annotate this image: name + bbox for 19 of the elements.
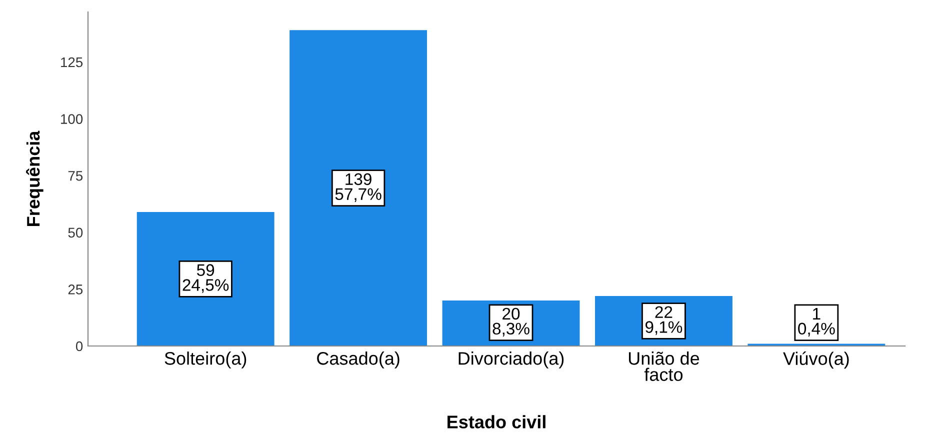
y-tick-label: 100 xyxy=(61,114,83,124)
data-label: 20 8,3% xyxy=(492,308,530,337)
data-label: 59 24,5% xyxy=(182,264,229,293)
y-tick-label: 50 xyxy=(68,228,83,238)
y-tick-label: 0 xyxy=(76,341,83,352)
y-tick-label: 25 xyxy=(68,284,83,294)
data-label: 1 0,4% xyxy=(798,308,835,337)
x-axis-title: Estado civil xyxy=(448,415,546,428)
y-axis-title: Frequência xyxy=(26,130,44,226)
data-label: 139 57,7% xyxy=(335,173,382,202)
bar xyxy=(290,30,428,346)
y-tick-label: 75 xyxy=(68,171,83,181)
y-tick-label: 125 xyxy=(61,57,83,68)
x-tick-label: Solteiro(a) xyxy=(164,352,246,368)
x-tick-label: Viúvo(a) xyxy=(783,352,849,369)
x-tick-label: União de facto xyxy=(628,352,700,381)
data-label: 22 9,1% xyxy=(646,306,682,335)
x-tick-label: Divorciado(a) xyxy=(458,352,564,368)
x-tick-label: Casado(a) xyxy=(317,352,400,368)
